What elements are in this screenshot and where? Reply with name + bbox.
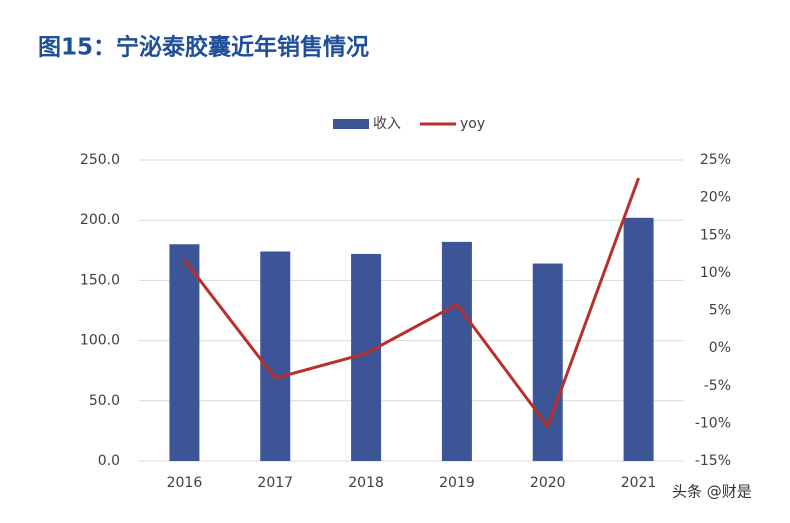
y-tick-label: 200.0 <box>80 212 120 228</box>
x-tick-label: 2017 <box>257 475 293 491</box>
y2-tick-label: -10% <box>695 415 731 431</box>
legend-label: 收入 <box>373 116 401 132</box>
y-tick-label: 150.0 <box>80 272 120 288</box>
y-tick-label: 0.0 <box>98 453 120 469</box>
y2-tick-label: 25% <box>700 152 731 168</box>
legend-swatch <box>333 119 369 129</box>
bar <box>260 251 291 461</box>
y2-tick-label: 5% <box>709 303 731 319</box>
x-tick-label: 2020 <box>530 475 566 491</box>
bar <box>623 217 654 461</box>
y-tick-label: 100.0 <box>80 333 120 349</box>
y2-tick-label: -15% <box>695 453 731 469</box>
x-tick-label: 2021 <box>621 475 657 491</box>
y2-tick-label: 0% <box>709 340 731 356</box>
y2-tick-label: 10% <box>700 265 731 281</box>
y2-tick-label: 20% <box>700 190 731 206</box>
legend-label: yoy <box>460 116 485 132</box>
y-tick-label: 250.0 <box>80 152 120 168</box>
x-tick-label: 2016 <box>167 475 203 491</box>
y2-tick-label: -5% <box>704 378 731 394</box>
x-tick-label: 2018 <box>348 475 384 491</box>
bar <box>441 241 472 461</box>
bar <box>532 263 563 461</box>
y-tick-label: 50.0 <box>89 393 120 409</box>
line <box>183 177 640 428</box>
chart-title: 图15：宁泌泰胶囊近年销售情况 <box>38 34 369 61</box>
x-tick-label: 2019 <box>439 475 475 491</box>
bar <box>169 244 200 461</box>
y2-tick-label: 15% <box>700 227 731 243</box>
watermark: 头条 @财是 <box>672 483 752 501</box>
